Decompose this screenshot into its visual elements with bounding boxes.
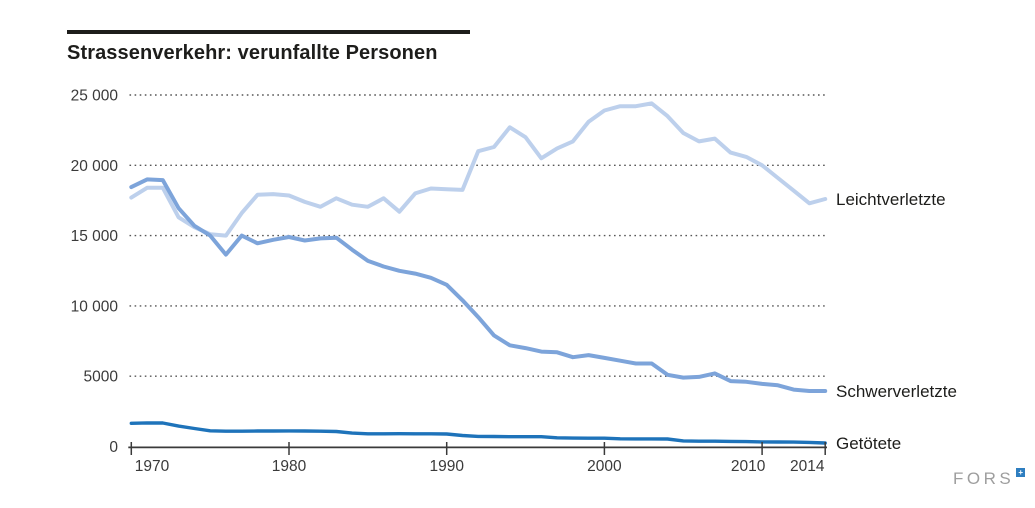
fors-logo-text: FORS [953, 469, 1015, 488]
y-tick-label: 20 000 [71, 158, 119, 175]
x-tick-label: 2010 [731, 458, 766, 475]
x-tick-label: 2014 [790, 458, 825, 475]
x-tick-label: 1980 [272, 458, 307, 475]
y-tick-label: 25 000 [71, 88, 119, 105]
title-rule [67, 30, 470, 34]
fors-logo-mark: + [1016, 468, 1026, 477]
y-tick-label: 0 [109, 439, 118, 456]
fors-logo: FORS + [953, 468, 1026, 488]
x-tick-label: 1990 [429, 458, 464, 475]
series-label-2: Getötete [836, 434, 901, 453]
series-label-1: Schwerverletzte [836, 382, 957, 401]
x-tick-label: 2000 [587, 458, 622, 475]
chart-title: Strassenverkehr: verunfallte Personen [67, 42, 438, 64]
y-tick-label: 15 000 [71, 228, 119, 245]
series-label-0: Leichtverletzte [836, 190, 946, 209]
y-tick-label: 10 000 [71, 298, 119, 315]
y-tick-label: 5000 [84, 369, 119, 386]
x-tick-label: 1970 [135, 458, 170, 475]
series-line-1 [129, 177, 828, 393]
plus-icon: + [1018, 468, 1024, 477]
title-block: Strassenverkehr: verunfallte Personen [67, 30, 470, 65]
series-line-2 [129, 421, 827, 445]
series-line-0 [129, 101, 828, 238]
